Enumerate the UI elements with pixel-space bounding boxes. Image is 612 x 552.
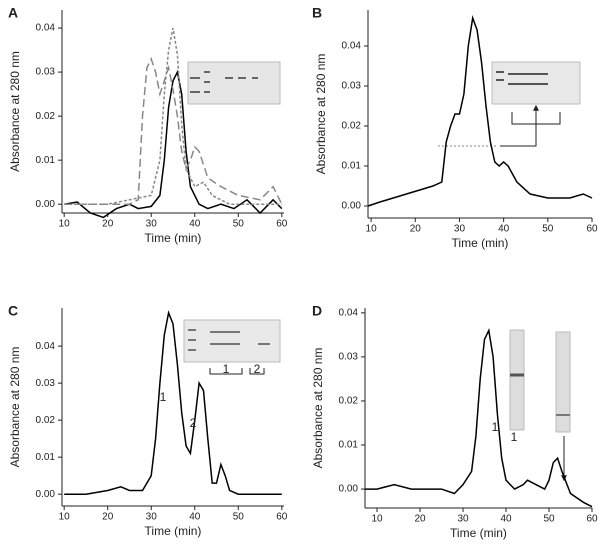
y-tick-label: 0.04 (339, 307, 359, 318)
x-axis-label: Time (min) (145, 231, 202, 245)
x-tick-label: 60 (276, 219, 288, 230)
x-tick-label: 40 (189, 512, 201, 523)
y-tick-label: 0.03 (339, 352, 359, 363)
x-tick-label: 50 (233, 512, 245, 523)
inset-gel-c (183, 319, 281, 375)
x-tick-label: 10 (59, 219, 71, 230)
inset-gel-a (187, 61, 281, 105)
panel: 0.00 0.01 0.02 0.03 0.04 10 20 30 40 50 60 Time (mi… (311, 303, 598, 540)
x-tick-label: 10 (366, 224, 378, 235)
y-axis-label: Absorbance at 280 nm (314, 54, 328, 175)
y-tick-label: 0.02 (342, 121, 362, 132)
y-tick-label: 0.03 (36, 67, 56, 78)
data-line (64, 27, 282, 205)
annotation: 1 (511, 430, 518, 444)
x-tick-label: 60 (276, 512, 288, 523)
x-tick-label: 30 (146, 512, 158, 523)
y-tick-label: 0.02 (339, 396, 359, 407)
x-tick-label: 10 (59, 512, 71, 523)
y-tick-label: 0.02 (36, 111, 56, 122)
x-tick-label: 20 (102, 512, 114, 523)
x-tick-label: 40 (498, 224, 510, 235)
y-tick-label: 0.03 (342, 81, 362, 92)
y-axis-label: Absorbance at 280 nm (8, 347, 22, 468)
x-axis-label: Time (min) (145, 524, 202, 538)
y-tick-label: 0.00 (339, 484, 359, 495)
x-tick-label: 50 (543, 514, 555, 525)
y-tick-label: 0.02 (36, 415, 56, 426)
panel-label: B (312, 5, 322, 21)
y-tick-label: 0.00 (36, 199, 56, 210)
x-tick-label: 60 (586, 514, 598, 525)
annotation: 1 (492, 420, 499, 434)
y-tick-label: 0.01 (339, 440, 359, 451)
y-tick-label: 0.04 (36, 23, 56, 34)
x-tick-label: 60 (586, 224, 598, 235)
y-tick-label: 0.01 (36, 452, 56, 463)
y-tick-label: 0.04 (36, 341, 56, 352)
data-line (64, 69, 283, 219)
y-tick-label: 0.00 (36, 489, 56, 500)
x-axis-label: Time (min) (450, 526, 507, 540)
y-tick-label: 0.03 (36, 378, 56, 389)
x-tick-label: 20 (410, 224, 422, 235)
x-tick-label: 30 (457, 514, 469, 525)
x-tick-label: 20 (102, 219, 114, 230)
inset-gel-b (438, 61, 581, 147)
y-axis-label: Absorbance at 280 nm (8, 51, 22, 172)
y-tick-label: 0.00 (342, 201, 362, 212)
annotation: 2 (190, 416, 197, 430)
data-line (365, 328, 593, 508)
x-axis-label: Time (min) (452, 236, 509, 250)
x-tick-label: 30 (146, 219, 158, 230)
y-axis-label: Absorbance at 280 nm (311, 348, 325, 469)
annotation: 1 (160, 390, 167, 404)
x-tick-label: 30 (454, 224, 466, 235)
y-tick-label: 0.04 (342, 41, 362, 52)
x-tick-label: 40 (189, 219, 201, 230)
data-line (367, 15, 593, 207)
panel-label: D (312, 303, 322, 319)
panel: 0.00 0.01 0.02 0.03 0.04 10 20 30 40 50 60 Time (mi… (8, 303, 288, 538)
annotation: 1 (223, 362, 230, 376)
x-tick-label: 20 (414, 514, 426, 525)
panel: 0.00 0.01 0.02 0.03 0.04 10 20 30 40 50 60 Time (mi… (312, 5, 598, 250)
x-tick-label: 50 (542, 224, 554, 235)
x-tick-label: 50 (233, 219, 245, 230)
data-line (64, 56, 283, 205)
annotation: 2 (254, 362, 261, 376)
panel-label: C (8, 303, 18, 319)
y-tick-label: 0.01 (36, 155, 56, 166)
inset-gel-d (509, 329, 571, 482)
y-tick-label: 0.01 (342, 161, 362, 172)
x-tick-label: 10 (371, 514, 383, 525)
x-tick-label: 40 (500, 514, 512, 525)
data-line (64, 310, 282, 495)
panel: 0.00 0.01 0.02 0.03 0.04 10 20 30 40 50 60 Time (mi… (8, 5, 288, 245)
panel-label: A (8, 5, 18, 21)
